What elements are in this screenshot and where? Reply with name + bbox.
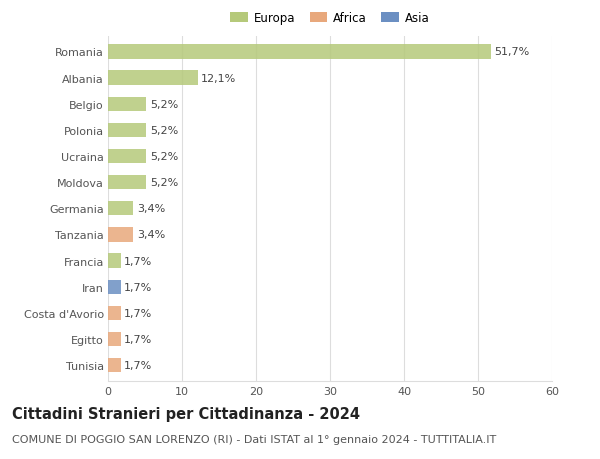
Bar bbox=[108, 358, 121, 373]
Bar bbox=[108, 202, 133, 216]
Text: 1,7%: 1,7% bbox=[124, 360, 152, 370]
Legend: Europa, Africa, Asia: Europa, Africa, Asia bbox=[228, 10, 432, 28]
Text: 1,7%: 1,7% bbox=[124, 256, 152, 266]
Text: 1,7%: 1,7% bbox=[124, 334, 152, 344]
Bar bbox=[108, 150, 146, 164]
Text: 3,4%: 3,4% bbox=[137, 230, 165, 240]
Text: 1,7%: 1,7% bbox=[124, 308, 152, 318]
Text: 5,2%: 5,2% bbox=[150, 178, 178, 188]
Text: 5,2%: 5,2% bbox=[150, 100, 178, 110]
Bar bbox=[108, 71, 197, 86]
Bar bbox=[108, 45, 491, 60]
Bar bbox=[108, 123, 146, 138]
Bar bbox=[108, 254, 121, 268]
Text: 5,2%: 5,2% bbox=[150, 126, 178, 135]
Text: 5,2%: 5,2% bbox=[150, 151, 178, 162]
Text: COMUNE DI POGGIO SAN LORENZO (RI) - Dati ISTAT al 1° gennaio 2024 - TUTTITALIA.I: COMUNE DI POGGIO SAN LORENZO (RI) - Dati… bbox=[12, 434, 496, 444]
Bar bbox=[108, 97, 146, 112]
Text: 3,4%: 3,4% bbox=[137, 204, 165, 214]
Text: 12,1%: 12,1% bbox=[201, 73, 236, 84]
Text: Cittadini Stranieri per Cittadinanza - 2024: Cittadini Stranieri per Cittadinanza - 2… bbox=[12, 406, 360, 421]
Bar bbox=[108, 280, 121, 294]
Text: 1,7%: 1,7% bbox=[124, 282, 152, 292]
Bar bbox=[108, 228, 133, 242]
Bar bbox=[108, 176, 146, 190]
Bar bbox=[108, 306, 121, 320]
Text: 51,7%: 51,7% bbox=[494, 47, 530, 57]
Bar bbox=[108, 332, 121, 347]
